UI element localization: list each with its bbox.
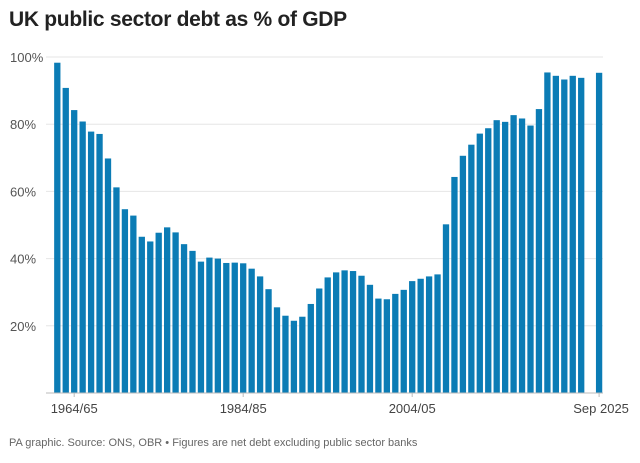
y-tick-label: 60% [10,184,36,199]
bar [248,268,255,393]
bar [400,289,407,393]
bar [535,109,543,393]
y-tick-label: 80% [10,117,36,132]
bar [290,320,298,393]
bar [476,133,483,393]
bar [333,272,340,393]
bar [54,62,61,393]
bar [451,176,458,393]
source-footer: PA graphic. Source: ONS, OBR • Figures a… [9,437,418,449]
bar [510,115,517,394]
bar [164,227,171,393]
x-tick-label: 2004/05 [389,401,436,416]
bar [349,271,357,393]
bar [383,299,390,393]
bar [189,250,196,393]
bar [180,244,188,393]
bar [121,209,129,393]
bar [214,258,221,393]
bar [569,75,576,393]
bar [240,263,247,393]
bar [87,131,95,394]
bar [502,121,509,394]
bar [366,284,374,393]
bar [544,72,551,394]
bar [138,236,145,393]
bar [341,270,348,393]
bar [527,125,534,393]
bar [130,215,137,393]
bar [434,274,441,393]
bar [265,289,272,393]
bar [299,316,306,393]
bar [459,155,467,393]
bar [155,232,162,393]
bar [417,278,424,393]
bar [595,72,603,394]
bar [62,87,69,394]
bar [518,118,526,393]
bar [206,257,213,393]
bar [552,75,559,393]
y-tick-label: 100% [10,50,44,65]
bar [493,120,500,393]
bar [375,298,382,393]
y-tick-label: 40% [10,252,36,267]
bar [273,307,281,393]
bar [223,262,230,393]
bar [96,133,103,393]
bar [113,187,120,393]
x-tick-label: 1984/85 [220,401,267,416]
bar [561,79,568,394]
x-tick-label: 1964/65 [51,401,98,416]
bar [197,261,205,393]
bar [307,303,314,393]
bar [578,77,585,393]
y-tick-label: 20% [10,319,36,334]
x-tick-label: Sep 2025 [573,401,629,416]
bar [104,158,112,393]
bar [79,121,86,394]
bar [231,262,238,393]
bar [425,276,433,393]
bar [172,232,179,393]
bar [485,128,492,393]
chart-title: UK public sector debt as % of GDP [9,8,347,31]
bar [256,276,264,393]
bar [282,315,289,393]
bar [316,288,323,393]
bar [147,241,154,393]
bar [468,144,475,393]
bar [324,277,331,393]
bar [409,281,416,393]
bar [71,110,78,393]
bar [358,275,365,393]
bar [392,293,399,393]
bar [442,224,450,393]
